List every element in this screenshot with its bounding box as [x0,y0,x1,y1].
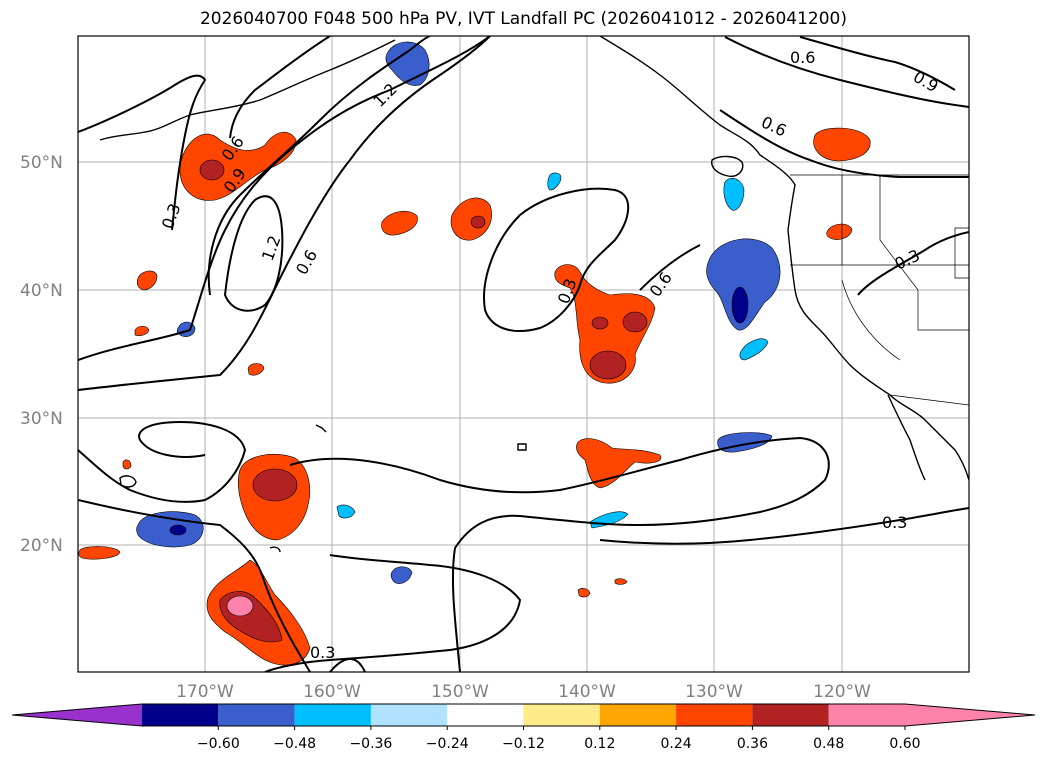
lon-label: 170°W [176,682,234,702]
colorbar-tick-label: −0.12 [502,736,545,752]
contour-label: 0.6 [790,48,815,67]
lon-label: 140°W [558,682,616,702]
contour-label: 0.3 [158,201,185,231]
colorbar-segment [676,704,753,726]
colorbar-tick-label: −0.24 [426,736,469,752]
lon-label: 130°W [685,682,743,702]
colorbar-tick-labels: −0.60 −0.48 −0.36 −0.24 −0.12 0.12 0.24 0.36 0.4… [197,726,921,752]
colorbar-segment [142,704,219,726]
lon-label: 150°W [431,682,489,702]
pv-contours [78,36,969,672]
colorbar-tick-label: 0.48 [813,736,844,752]
contour-label: 0.6 [292,246,321,278]
colorbar-segment [599,704,677,726]
lat-label: 20°N [20,536,63,556]
lat-label: 50°N [20,153,63,173]
colorbar-tick-label: 0.24 [661,736,692,752]
contour-label: 0.3 [892,246,923,274]
colorbar-segment [828,704,905,726]
filled-contours [78,41,871,666]
map-frame [77,35,970,673]
colorbar-extend-low [12,704,142,726]
contour-label: 1.2 [369,79,400,110]
borders [790,174,969,406]
colorbar-tick-label: −0.60 [197,736,240,752]
colorbar-tick-label: −0.36 [349,736,392,752]
contour-label: 0.3 [882,513,907,532]
colorbar-extend-high [905,704,1035,726]
lat-label: 40°N [20,281,63,301]
colorbar-segment [294,704,371,726]
gridlines [78,36,969,672]
colorbar-segment [370,704,448,726]
coastlines [99,36,969,553]
colorbar [11,703,1036,727]
colorbar-tick-label: −0.48 [273,736,316,752]
colorbar-tick-label: 0.60 [889,736,920,752]
colorbar-tick-label: 0.36 [737,736,768,752]
colorbar-tick-label: 0.12 [584,736,615,752]
colorbar-outline [11,703,1036,727]
longitude-labels: 170°W 160°W 150°W 140°W 130°W 120°W [176,682,871,702]
lon-label: 160°W [303,682,361,702]
lat-label: 30°N [20,409,63,429]
colorbar-segment [523,704,600,726]
colorbar-segment [447,704,524,726]
contour-label: 0.6 [758,112,789,140]
colorbar-segment [218,704,295,726]
contour-label: 0.9 [910,67,942,96]
colorbar-segment [752,704,829,726]
latitude-labels: 50°N 40°N 30°N 20°N [20,153,63,556]
lon-label: 120°W [813,682,871,702]
map-title: 2026040700 F048 500 hPa PV, IVT Landfall… [199,9,847,29]
contour-label: 0.3 [310,643,335,662]
contour-label: 0.6 [646,269,676,301]
map-area: 0.6 0.9 1.2 0.6 0.9 0.3 1.2 0.6 0.3 0.6 … [78,36,969,672]
